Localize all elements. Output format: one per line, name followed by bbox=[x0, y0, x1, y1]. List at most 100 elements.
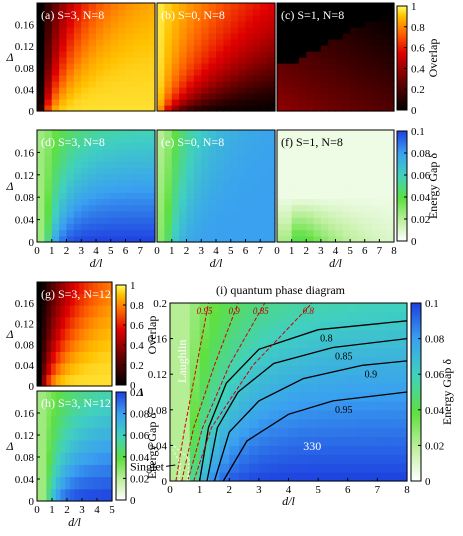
y-tick-label: 0.16 bbox=[15, 147, 35, 159]
contour-label: 0.8 bbox=[303, 306, 315, 316]
heatmap-cell bbox=[328, 33, 337, 40]
heatmap-cell bbox=[313, 173, 322, 181]
heatmap-cell bbox=[65, 439, 71, 453]
heatmap-cell bbox=[278, 347, 290, 357]
heatmap-cell bbox=[164, 51, 173, 58]
heatmap-cell bbox=[223, 204, 232, 212]
heatmap-cell bbox=[328, 3, 337, 10]
heatmap-cell bbox=[372, 198, 380, 206]
heatmap-cell bbox=[306, 148, 315, 156]
heatmap-cell bbox=[372, 105, 380, 112]
heatmap-cell bbox=[267, 167, 276, 175]
heatmap-cell bbox=[65, 316, 71, 329]
heatmap-cell bbox=[179, 347, 191, 357]
heatmap-cell bbox=[157, 142, 165, 150]
heatmap-cell bbox=[79, 351, 85, 364]
heatmap-cell bbox=[313, 63, 322, 70]
y-tick-label: 0 bbox=[162, 476, 168, 488]
heatmap-cell bbox=[377, 454, 388, 464]
heatmap-cell bbox=[118, 21, 127, 28]
heatmap-cell bbox=[230, 173, 239, 181]
heatmap-cell bbox=[51, 142, 60, 150]
y-axis-label: Δ bbox=[5, 327, 13, 341]
heatmap-cell bbox=[364, 57, 373, 64]
heatmap-cell bbox=[306, 33, 315, 40]
heatmap-cell bbox=[219, 374, 230, 384]
heatmap-cell bbox=[55, 293, 62, 306]
heatmap-cell bbox=[170, 303, 181, 313]
heatmap-cell bbox=[386, 69, 395, 76]
heatmap-cell bbox=[103, 9, 112, 16]
heatmap-cell bbox=[73, 3, 82, 10]
heatmap-cell bbox=[252, 57, 261, 64]
heatmap-cell bbox=[171, 33, 180, 40]
heatmap-cell bbox=[379, 142, 388, 150]
heatmap-cell bbox=[66, 63, 75, 70]
heatmap-cell bbox=[284, 148, 293, 156]
heatmap-cell bbox=[140, 229, 149, 237]
heatmap-cell bbox=[157, 69, 165, 76]
heatmap-cell bbox=[386, 142, 395, 150]
heatmap-cell bbox=[291, 99, 300, 106]
heatmap-cell bbox=[66, 148, 75, 156]
heatmap-cell bbox=[201, 223, 210, 231]
heatmap-cell bbox=[308, 356, 319, 366]
heatmap-cell bbox=[97, 293, 104, 306]
heatmap-cell bbox=[229, 311, 240, 322]
heatmap-cell bbox=[118, 33, 127, 40]
heatmap-cell bbox=[379, 204, 388, 212]
heatmap-cell bbox=[238, 3, 247, 10]
heatmap-cell bbox=[342, 148, 351, 156]
heatmap-cell bbox=[342, 217, 351, 224]
heatmap-cell bbox=[103, 148, 112, 156]
heatmap-cell bbox=[37, 488, 43, 502]
heatmap-cell bbox=[186, 93, 195, 100]
heatmap-cell bbox=[73, 81, 82, 88]
heatmap-cell bbox=[291, 15, 300, 22]
heatmap-cell bbox=[102, 415, 108, 429]
heatmap-cell bbox=[328, 161, 337, 168]
heatmap-cell bbox=[60, 293, 66, 306]
heatmap-cell bbox=[201, 154, 210, 162]
heatmap-cell bbox=[164, 87, 173, 94]
heatmap-cell bbox=[118, 99, 127, 106]
heatmap-cell bbox=[335, 167, 344, 175]
heatmap-cell bbox=[140, 167, 149, 175]
heatmap-cell bbox=[208, 27, 217, 34]
heatmap-cell bbox=[277, 173, 285, 181]
heatmap-cell bbox=[60, 476, 66, 490]
heatmap-cell bbox=[37, 81, 45, 88]
overlap-colorbar-small-title: Overlap bbox=[145, 316, 159, 355]
heatmap-cell bbox=[140, 105, 149, 112]
heatmap-cell bbox=[37, 210, 45, 218]
heatmap-cell bbox=[335, 173, 344, 181]
heatmap-cell bbox=[147, 173, 156, 181]
heatmap-cell bbox=[140, 63, 149, 70]
heatmap-cell bbox=[216, 217, 224, 224]
heatmap-cell bbox=[41, 328, 47, 341]
heatmap-cell bbox=[41, 351, 47, 364]
heatmap-cell bbox=[249, 392, 260, 402]
heatmap-cell bbox=[357, 39, 366, 46]
heatmap-cell bbox=[103, 210, 112, 218]
heatmap-cell bbox=[298, 173, 307, 181]
y-tick-label: 0.04 bbox=[15, 84, 35, 96]
heatmap-cell bbox=[320, 87, 329, 94]
heatmap-cell bbox=[397, 392, 408, 402]
heatmap-cell bbox=[238, 204, 247, 212]
heatmap-cell bbox=[65, 488, 71, 502]
heatmap-cell bbox=[147, 15, 156, 22]
heatmap-cell bbox=[55, 476, 62, 490]
heatmap-cell bbox=[88, 229, 97, 237]
heatmap-cell bbox=[245, 45, 254, 52]
heatmap-cell bbox=[386, 39, 395, 46]
heatmap-cell bbox=[320, 51, 329, 58]
heatmap-cell bbox=[37, 351, 43, 364]
heatmap-cell bbox=[140, 179, 149, 187]
heatmap-cell bbox=[65, 351, 71, 364]
heatmap-cell bbox=[347, 418, 359, 429]
heatmap-cell bbox=[103, 130, 112, 137]
heatmap-cell bbox=[37, 179, 45, 187]
heatmap-cell bbox=[277, 63, 285, 70]
heatmap-cell bbox=[318, 418, 329, 429]
